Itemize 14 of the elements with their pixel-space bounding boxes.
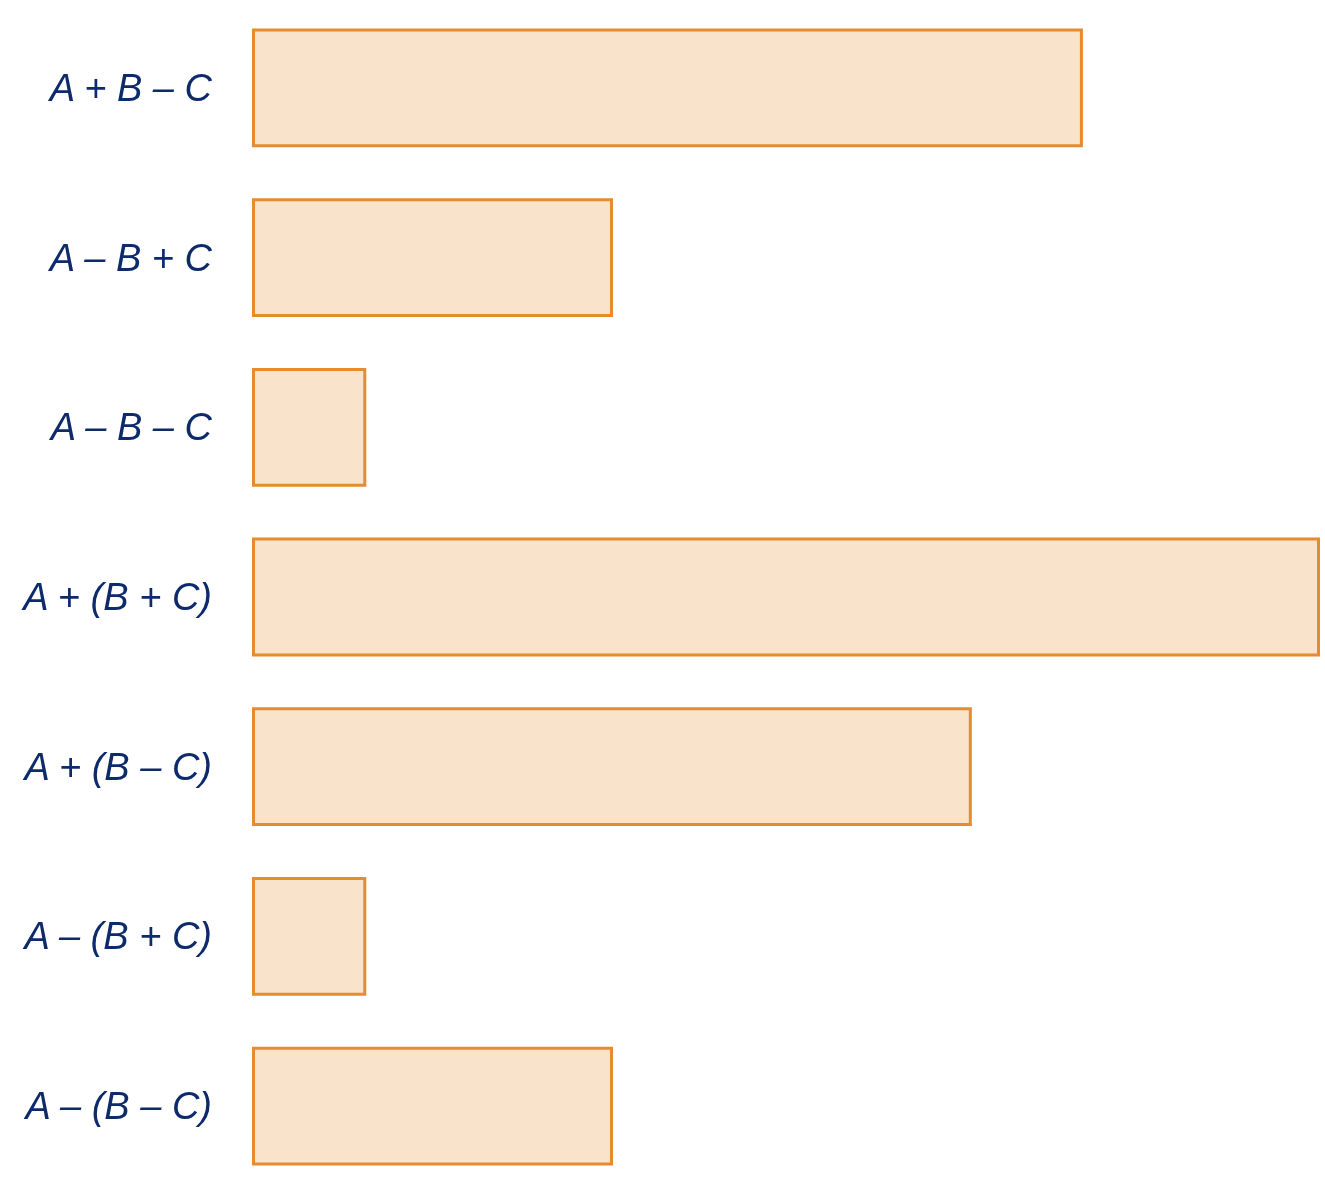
- y-tick-label: A – B + C: [47, 236, 213, 279]
- y-tick-label: A + (B + C): [21, 576, 212, 618]
- y-tick-label: A – (B + C): [22, 915, 212, 958]
- y-tick-label: A – (B – C): [23, 1085, 212, 1128]
- bar: [252, 198, 613, 317]
- bar: [252, 537, 1320, 657]
- bar: [252, 877, 367, 996]
- bar: [252, 28, 1083, 148]
- bar: [252, 707, 972, 827]
- y-tick-label: A + B – C: [47, 66, 213, 109]
- bar: [252, 1046, 613, 1166]
- bar: [252, 367, 367, 487]
- y-tick-label: A + (B – C): [22, 745, 212, 788]
- y-tick-label: A – B – C: [48, 406, 213, 449]
